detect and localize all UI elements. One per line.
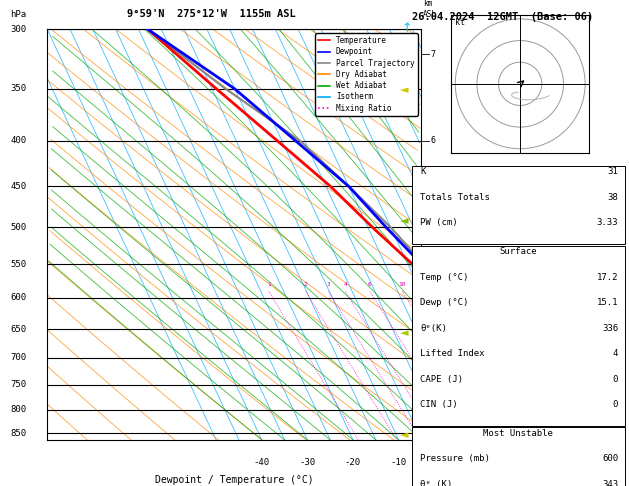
Text: km
ASL: km ASL <box>423 0 437 19</box>
Text: -30: -30 <box>299 458 315 468</box>
Text: θᵉ(K): θᵉ(K) <box>421 324 447 332</box>
Text: 0: 0 <box>613 400 618 409</box>
Text: CIN (J): CIN (J) <box>421 400 458 409</box>
Text: K: K <box>421 168 426 176</box>
Text: -20: -20 <box>345 458 361 468</box>
Text: 31: 31 <box>608 168 618 176</box>
Text: ◄: ◄ <box>400 85 409 95</box>
Text: Surface: Surface <box>499 247 537 256</box>
Text: Temp (°C): Temp (°C) <box>421 273 469 281</box>
Text: 26.04.2024  12GMT  (Base: 06): 26.04.2024 12GMT (Base: 06) <box>412 12 593 22</box>
Text: 450: 450 <box>11 182 26 191</box>
Bar <box>412 245 625 426</box>
Text: Dewpoint / Temperature (°C): Dewpoint / Temperature (°C) <box>155 475 314 485</box>
Text: 4: 4 <box>343 281 347 287</box>
Text: 336: 336 <box>602 324 618 332</box>
Text: Dewp (°C): Dewp (°C) <box>421 298 469 307</box>
Text: 10: 10 <box>399 281 406 287</box>
Text: 2: 2 <box>431 405 436 414</box>
Text: kt: kt <box>455 18 465 27</box>
Text: 20: 20 <box>530 458 541 468</box>
Text: 300: 300 <box>11 25 26 34</box>
Text: 5: 5 <box>431 223 436 232</box>
Text: CAPE (J): CAPE (J) <box>421 375 464 383</box>
Text: LCL: LCL <box>431 431 445 440</box>
Text: Lifted Index: Lifted Index <box>421 349 485 358</box>
Legend: Temperature, Dewpoint, Parcel Trajectory, Dry Adiabat, Wet Adiabat, Isotherm, Mi: Temperature, Dewpoint, Parcel Trajectory… <box>315 33 418 116</box>
Text: θᵉ (K): θᵉ (K) <box>421 480 453 486</box>
Text: 4: 4 <box>613 349 618 358</box>
Text: Mixing Ratio (g/kg): Mixing Ratio (g/kg) <box>450 240 460 328</box>
Text: 4: 4 <box>431 294 436 302</box>
Text: 800: 800 <box>11 405 26 414</box>
Text: ◄: ◄ <box>400 216 409 226</box>
Text: -10: -10 <box>391 458 407 468</box>
Text: ◄: ◄ <box>400 328 409 338</box>
Text: 2: 2 <box>304 281 308 287</box>
Text: 6: 6 <box>431 136 436 145</box>
Text: Pressure (mb): Pressure (mb) <box>421 454 491 463</box>
Text: 400: 400 <box>11 136 26 145</box>
Text: Totals Totals: Totals Totals <box>421 193 491 202</box>
Text: 9°59'N  275°12'W  1155m ASL: 9°59'N 275°12'W 1155m ASL <box>128 9 296 19</box>
Text: 650: 650 <box>11 325 26 333</box>
Text: 38: 38 <box>608 193 618 202</box>
Bar <box>412 427 625 486</box>
Text: 700: 700 <box>11 353 26 362</box>
Text: 750: 750 <box>11 380 26 389</box>
Bar <box>412 166 625 244</box>
Text: 500: 500 <box>11 223 26 232</box>
Text: ↑: ↑ <box>401 22 412 35</box>
Text: Most Unstable: Most Unstable <box>483 429 554 438</box>
Text: 350: 350 <box>11 85 26 93</box>
Text: 3.33: 3.33 <box>597 219 618 227</box>
Text: 600: 600 <box>602 454 618 463</box>
Text: 1: 1 <box>267 281 270 287</box>
Text: 343: 343 <box>602 480 618 486</box>
Text: 30: 30 <box>576 458 587 468</box>
Text: 15.1: 15.1 <box>597 298 618 307</box>
Text: hPa: hPa <box>11 10 26 19</box>
Text: 3: 3 <box>326 281 330 287</box>
Text: 17.2: 17.2 <box>597 273 618 281</box>
Text: ◄: ◄ <box>400 430 409 440</box>
Text: -40: -40 <box>253 458 270 468</box>
Text: 3: 3 <box>431 353 436 362</box>
Text: 850: 850 <box>11 429 26 437</box>
Text: 0: 0 <box>442 458 447 468</box>
Text: 7: 7 <box>431 50 436 59</box>
Text: 550: 550 <box>11 260 26 269</box>
Text: 600: 600 <box>11 294 26 302</box>
Text: 0: 0 <box>613 375 618 383</box>
Text: 6: 6 <box>368 281 372 287</box>
Text: PW (cm): PW (cm) <box>421 219 458 227</box>
Text: 10: 10 <box>484 458 495 468</box>
